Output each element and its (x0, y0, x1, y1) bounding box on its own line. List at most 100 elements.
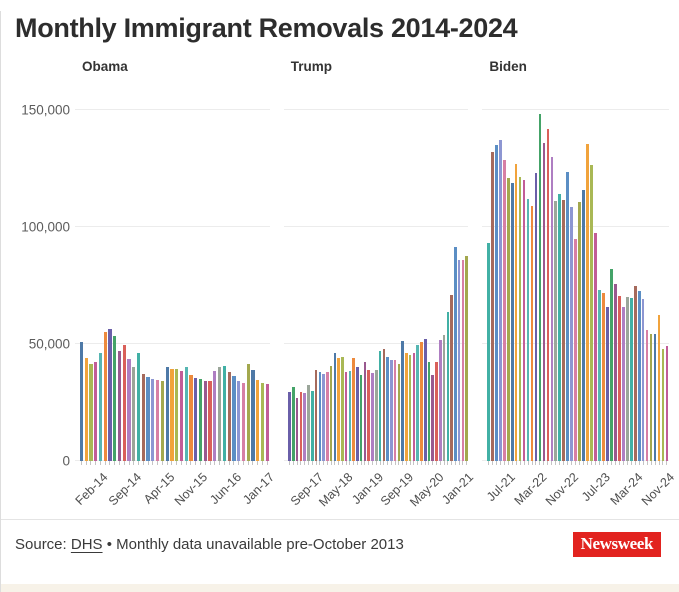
bar-Feb-15 (156, 380, 160, 461)
bar-Feb-22 (534, 173, 538, 461)
bar-column (526, 91, 530, 461)
tick-mark (555, 461, 557, 465)
tick-mark (304, 461, 306, 465)
tick-column (255, 461, 260, 465)
bar-Apr-20 (431, 375, 435, 461)
bar-Jan-18 (329, 366, 333, 461)
bar-Dec-22 (574, 239, 577, 461)
tick-column (401, 461, 405, 465)
bar-Feb-16 (213, 371, 217, 461)
tick-mark (559, 461, 561, 465)
bar-column (246, 91, 251, 461)
tick-column (570, 461, 574, 465)
tick-column (189, 461, 194, 465)
bar-column (165, 91, 170, 461)
tick-column (389, 461, 393, 465)
bar-column (427, 91, 431, 461)
tick-mark (233, 461, 235, 465)
tick-column (657, 461, 661, 465)
tick-mark (104, 461, 106, 465)
tick-column (562, 461, 566, 465)
tick-mark (171, 461, 173, 465)
bar-column (498, 91, 502, 461)
plot-biden (482, 91, 669, 461)
tick-mark (595, 461, 596, 465)
tick-column (241, 461, 246, 465)
tick-mark (190, 461, 192, 465)
bar-column (570, 91, 574, 461)
tick-column (423, 461, 427, 465)
tick-mark (266, 461, 268, 465)
tick-column (352, 461, 356, 465)
y-axis: 0 50,000 100,000 150,000 (1, 59, 79, 517)
tick-mark (341, 461, 343, 465)
tick-column (522, 461, 526, 465)
bar-Jun-21 (502, 160, 506, 461)
tick-mark (420, 461, 422, 465)
tick-mark (345, 461, 347, 465)
bar-column (208, 91, 213, 461)
tick-column (502, 461, 506, 465)
tick-mark (85, 461, 87, 465)
tick-mark (398, 461, 400, 465)
tick-mark (654, 461, 656, 465)
source-link-dhs[interactable]: DHS (70, 536, 103, 553)
newsweek-logo[interactable]: Newsweek (572, 532, 661, 557)
bar-Sep-20 (450, 295, 453, 461)
bar-Mar-20 (427, 362, 431, 461)
bar-column (367, 91, 371, 461)
tick-column (208, 461, 213, 465)
tick-column (382, 461, 386, 465)
tick-column (322, 461, 326, 465)
bar-Apr-17 (295, 398, 299, 461)
tick-column (371, 461, 375, 465)
bar-column (348, 91, 352, 461)
tick-column (605, 461, 609, 465)
tick-mark (161, 461, 163, 465)
bar-Oct-14 (136, 353, 141, 461)
bar-column (288, 91, 292, 461)
bar-column (363, 91, 367, 461)
tick-mark (527, 461, 529, 465)
bar-Jan-21 (465, 256, 468, 461)
bar-Jan-16 (208, 381, 212, 461)
bar-Sep-24 (657, 315, 661, 461)
tick-column (649, 461, 653, 465)
bar-Jan-23 (578, 202, 581, 461)
bar-column (657, 91, 661, 461)
bar-Feb-14 (98, 353, 103, 461)
bar-Jan-20 (420, 342, 423, 461)
bar-Nov-16 (256, 380, 260, 461)
tick-column (318, 461, 322, 465)
bar-Oct-15 (194, 378, 198, 461)
tick-column (165, 461, 170, 465)
bar-Apr-16 (222, 366, 226, 461)
bar-column (423, 91, 427, 461)
bar-column (131, 91, 136, 461)
bar-Aug-19 (401, 341, 404, 461)
tick-column (341, 461, 345, 465)
tick-column (203, 461, 208, 465)
tick-mark (123, 461, 125, 465)
bar-column (150, 91, 155, 461)
bar-column (251, 91, 256, 461)
tick-mark (591, 461, 593, 465)
bar-Aug-20 (446, 312, 450, 461)
bar-Jun-18 (348, 371, 352, 461)
tick-column (526, 461, 530, 465)
tick-mark (311, 461, 313, 465)
tick-column (450, 461, 454, 465)
tick-mark (499, 461, 501, 465)
tick-column (601, 461, 605, 465)
tick-mark (523, 461, 525, 465)
tick-mark (195, 461, 197, 465)
bar-column (255, 91, 260, 461)
x-axis-obama: Feb-14 Sep-14 Apr-15 Nov-15 Jun-16 Jan-17 (72, 461, 277, 517)
bar-Sep-14 (132, 367, 136, 461)
tick-column (217, 461, 222, 465)
tick-mark (634, 461, 636, 465)
bar-column (122, 91, 127, 461)
tick-column (184, 461, 189, 465)
tick-column (150, 461, 155, 465)
tick-mark (147, 461, 149, 465)
